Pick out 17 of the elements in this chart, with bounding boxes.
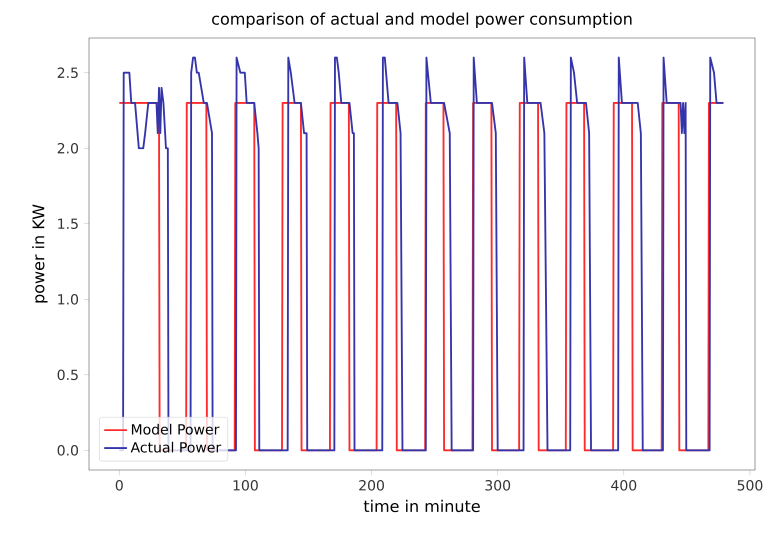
x-tick-label: 300 — [485, 480, 510, 491]
x-tick-label: 500 — [738, 480, 762, 491]
y-tick-label: 2.0 — [58, 142, 78, 154]
chart-title: comparison of actual and model power consumption — [212, 12, 632, 28]
y-tick-label: 0.0 — [58, 445, 78, 456]
legend-label: Actual Power — [130, 442, 222, 453]
x-tick-label: 0 — [116, 480, 123, 491]
y-tick-label: 1.5 — [58, 218, 78, 229]
x-axis-title: time in minute — [364, 500, 480, 512]
y-tick-label: 1.0 — [58, 294, 78, 305]
y-tick-label: 0.5 — [58, 370, 78, 380]
y-axis-title: power in KW — [32, 204, 48, 303]
y-tick-label: 2.5 — [58, 67, 78, 78]
x-tick-label: 400 — [611, 480, 636, 491]
legend-label: Model Power — [132, 424, 220, 435]
x-tick-label: 200 — [359, 480, 384, 491]
x-tick-label: 100 — [234, 480, 258, 491]
